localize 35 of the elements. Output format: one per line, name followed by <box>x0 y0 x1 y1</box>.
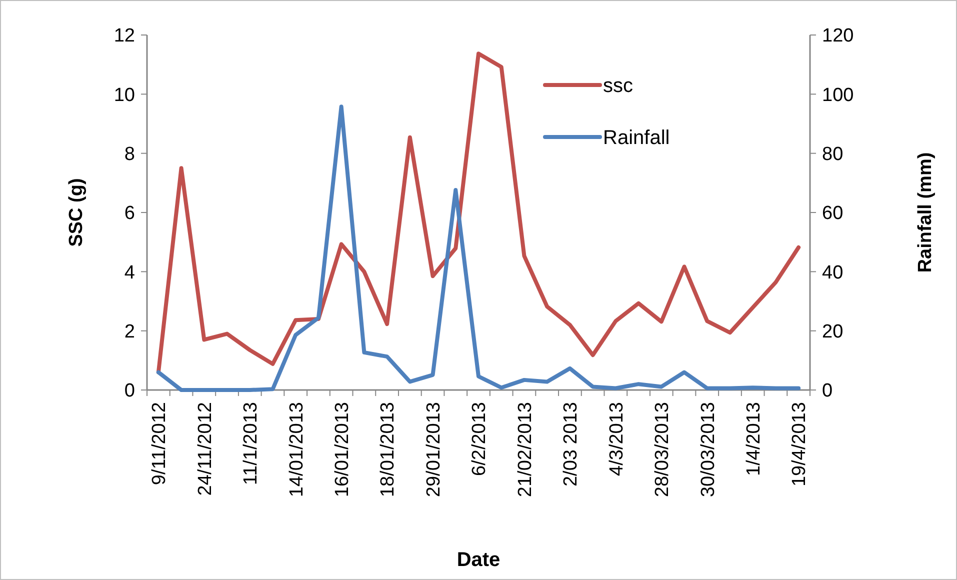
x-tick-label: 21/02/2013 <box>514 402 536 498</box>
x-axis-title: Date <box>456 549 500 571</box>
y-tick-label: 4 <box>124 262 136 284</box>
x-tick-label: 16/01/2013 <box>332 402 353 498</box>
x-tick-label: 2/03 2013 <box>560 402 582 487</box>
x-tick-label: 29/01/2013 <box>423 402 444 498</box>
x-tick-label: 9/11/2012 <box>149 402 170 486</box>
y2-tick-label: 60 <box>822 203 844 224</box>
x-tick-label: 28/03/2013 <box>652 402 674 498</box>
y-tick-label: 10 <box>114 84 135 106</box>
x-tick-label: 24/11/2012 <box>194 402 216 496</box>
y2-tick-label: 120 <box>822 26 854 47</box>
x-tick-label: 18/01/2013 <box>378 402 399 498</box>
legend-label: ssc <box>603 75 633 97</box>
y-tick-label: 6 <box>124 203 135 224</box>
y2-tick-label: 40 <box>822 262 844 284</box>
x-tick-label: 11/1/2013 <box>240 402 262 486</box>
y2-tick-label: 100 <box>822 84 854 106</box>
y-tick-label: 2 <box>124 321 135 342</box>
legend-label: Rainfall <box>603 127 670 149</box>
x-tick-label: 1/4/2013 <box>743 402 764 476</box>
y2-tick-label: 80 <box>822 144 844 165</box>
y-tick-label: 12 <box>114 26 135 47</box>
y-axis-title: SSC (g) <box>66 178 87 247</box>
x-tick-label: 14/01/2013 <box>286 402 308 498</box>
x-tick-label: 30/03/2013 <box>698 402 719 498</box>
line-series <box>156 104 801 392</box>
y2-axis-title: Rainfall (mm) <box>915 152 936 273</box>
y-tick-label: 0 <box>124 380 135 402</box>
x-tick-label: 4/3/2013 <box>606 402 628 476</box>
x-tick-label: 6/2/2013 <box>469 402 490 476</box>
y2-tick-label: 20 <box>822 321 844 342</box>
x-tick-label: 19/4/2013 <box>789 402 810 487</box>
y2-tick-label: 0 <box>822 380 833 402</box>
y-tick-label: 8 <box>124 144 135 165</box>
